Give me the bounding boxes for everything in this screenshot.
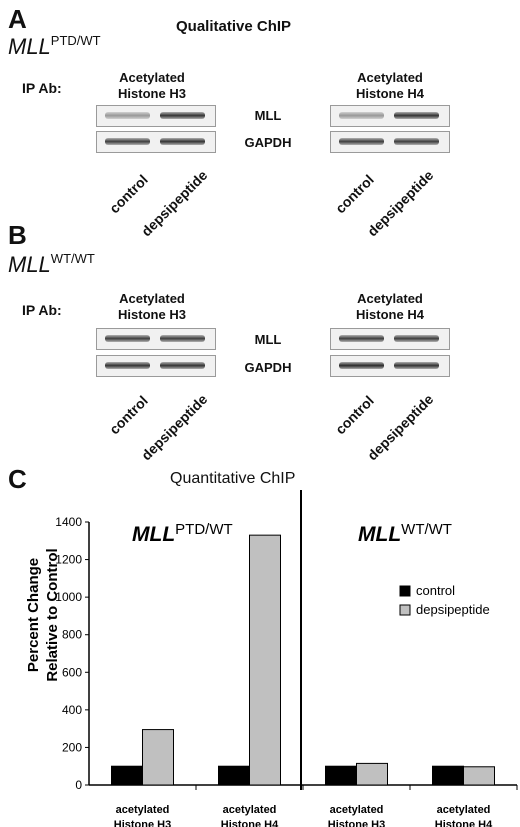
gel-a-h3-gapdh (96, 131, 216, 153)
gel-b-h3-gapdh (96, 355, 216, 377)
quantitative-chip-chart: Percent Change Relative to Control MLLPT… (25, 490, 518, 827)
bar-depsipeptide-2 (249, 534, 281, 786)
panel-b-letter: B (8, 220, 27, 250)
bar-depsipeptide-4 (463, 766, 495, 786)
panel-b-column-h3: Acetylated Histone H3 (118, 291, 186, 322)
legend-label-depsipeptide: depsipeptide (416, 602, 490, 617)
y-tick-label: 600 (62, 665, 82, 679)
category-label: Histone H4 (435, 819, 493, 827)
category-label: Histone H3 (114, 819, 171, 827)
bar-control-4 (432, 765, 464, 786)
legend-label-control: control (416, 583, 455, 598)
group2-genotype-label: MLLWT/WT (358, 521, 452, 546)
gel-band (105, 362, 150, 369)
gel-band (105, 335, 150, 342)
gel-band (394, 138, 439, 145)
category-label: acetylated (223, 804, 277, 816)
lane-label-b-h3-control: control (106, 392, 151, 438)
category-label: acetylated (330, 804, 384, 816)
gel-band (105, 138, 150, 145)
panel-b-genotype-label: MLLWT/WT (8, 251, 95, 277)
y-tick-label: 400 (62, 703, 82, 717)
y-tick-label: 0 (75, 778, 82, 792)
gel-band (160, 112, 205, 119)
y-axis-label-line1: Percent Change (25, 558, 42, 672)
bar-control-3 (325, 765, 357, 786)
panel-a-mll-label: MLL (254, 108, 282, 123)
panel-a-ip-label: IP Ab: (22, 80, 62, 96)
lane-label-a-h3-depsipeptide: depsipeptide (138, 166, 211, 240)
gel-band (339, 362, 384, 369)
y-tick-label: 1000 (55, 590, 82, 604)
y-axis-label-line2: Relative to Control (44, 548, 61, 681)
panel-a-column-h3: Acetylated Histone H3 (118, 70, 186, 101)
panel-b-mll-label: MLL (254, 332, 282, 347)
panel-c-letter: C (8, 464, 27, 494)
bar-depsipeptide-3 (356, 762, 388, 786)
legend-swatch-control (399, 585, 411, 597)
gel-band (105, 112, 150, 119)
gel-band (160, 138, 205, 145)
panel-a-genotype-label: MLLPTD/WT (8, 33, 101, 59)
y-tick-label: 1400 (55, 515, 82, 529)
category-label: Histone H3 (328, 819, 385, 827)
gel-b-h3-mll (96, 328, 216, 350)
gel-a-h4-gapdh (330, 131, 450, 153)
category-label: acetylated (116, 804, 170, 816)
gel-band (339, 112, 384, 119)
legend-swatch-depsipeptide (399, 604, 411, 616)
panel-a-gapdh-label: GAPDH (244, 135, 292, 150)
gel-b-h4-gapdh (330, 355, 450, 377)
lane-label-a-h3-control: control (106, 171, 151, 217)
y-tick-label: 1200 (55, 553, 82, 567)
gel-band (339, 138, 384, 145)
bar-control-1 (111, 765, 143, 786)
y-axis-label: Percent Change Relative to Control (25, 548, 61, 681)
panel-a-column-h4: Acetylated Histone H4 (356, 70, 424, 101)
y-tick-label: 200 (62, 740, 82, 754)
group1-genotype-label: MLLPTD/WT (132, 521, 233, 546)
panel-a-title: Qualitative ChIP (176, 18, 292, 35)
y-tick-label: 800 (62, 628, 82, 642)
gel-b-h4-mll (330, 328, 450, 350)
lane-label-b-h4-control: control (332, 392, 377, 438)
gel-band (394, 335, 439, 342)
gel-a-h3-mll (96, 105, 216, 127)
bar-control-2 (218, 765, 250, 786)
category-label: acetylated (437, 804, 491, 816)
bar-depsipeptide-1 (142, 729, 174, 786)
category-label: Histone H4 (221, 819, 279, 827)
gel-band (339, 335, 384, 342)
gel-band (394, 362, 439, 369)
gel-band (394, 112, 439, 119)
gel-band (160, 335, 205, 342)
lane-label-a-h4-depsipeptide: depsipeptide (364, 166, 437, 240)
lane-label-a-h4-control: control (332, 171, 377, 217)
panel-b-column-h4: Acetylated Histone H4 (356, 291, 424, 322)
gel-a-h4-mll (330, 105, 450, 127)
panel-c-title: Quantitative ChIP (170, 470, 296, 487)
panel-b-ip-label: IP Ab: (22, 302, 62, 318)
gel-band (160, 362, 205, 369)
panel-a-letter: A (8, 4, 27, 34)
panel-b-gapdh-label: GAPDH (244, 360, 292, 375)
